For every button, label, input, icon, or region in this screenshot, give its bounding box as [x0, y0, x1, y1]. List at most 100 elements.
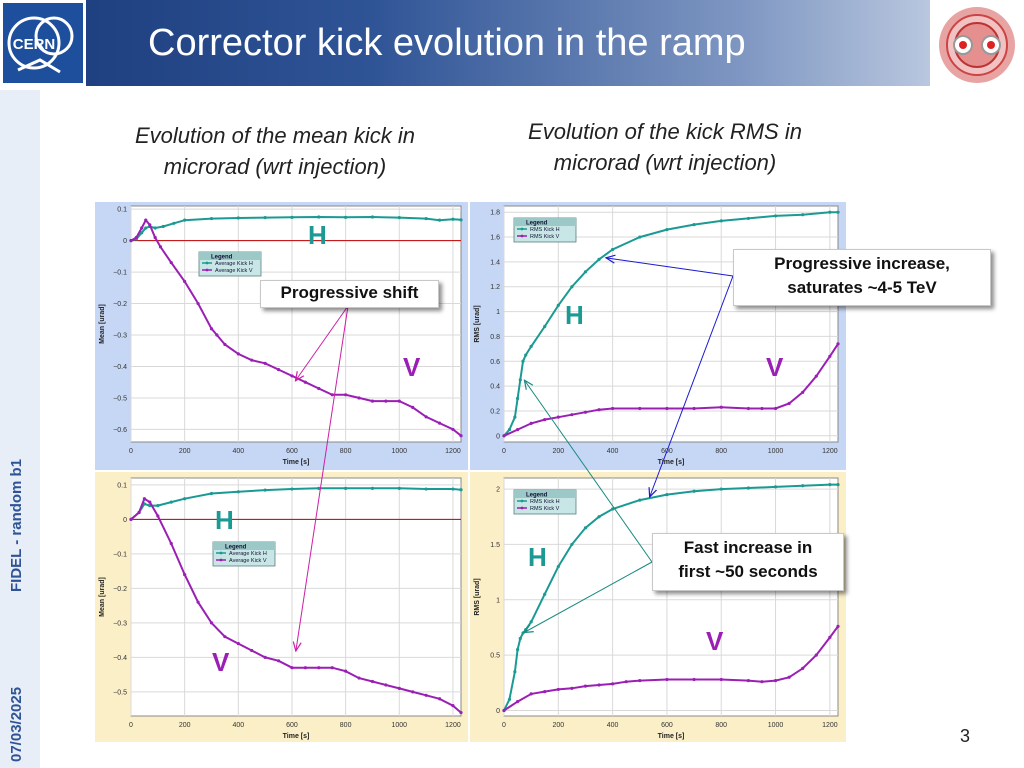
data-point-h — [570, 542, 574, 547]
y-tick-label: −0.1 — [113, 551, 127, 558]
legend-title: Legend — [526, 221, 548, 227]
data-point-v — [515, 700, 520, 704]
data-point-v — [137, 510, 141, 515]
label-h-bottom-left: H — [215, 505, 234, 535]
data-point-h — [583, 270, 588, 274]
data-point-v — [357, 676, 361, 680]
data-point-v — [760, 680, 764, 684]
caption-mean: Evolution of the mean kick in microrad (… — [100, 120, 450, 182]
y-tick-label: 0.5 — [490, 653, 500, 660]
data-point-h — [801, 213, 805, 217]
data-point-v — [459, 434, 463, 438]
data-point-h — [556, 303, 560, 307]
panel-mean-b1: 0 200 400 600 800 1000 1200 0.1 0 −0.1 −0.2 −0.3 −0.… — [95, 202, 468, 470]
x-tick-label: 1200 — [445, 448, 461, 455]
data-point-v — [424, 415, 428, 419]
x-tick-label: 1200 — [822, 448, 838, 455]
callout-progressive-shift: Progressive shift — [260, 280, 439, 308]
data-point-v — [344, 669, 348, 673]
data-point-h — [692, 489, 696, 493]
data-point-h — [773, 485, 778, 489]
data-point-v — [196, 301, 200, 306]
data-point-v — [140, 226, 144, 230]
data-point-v — [502, 708, 506, 713]
caption-rms: Evolution of the kick RMS in microrad (w… — [490, 116, 840, 178]
data-point-h — [236, 216, 240, 220]
data-point-v — [787, 675, 791, 679]
legend-header — [514, 218, 576, 226]
data-point-h — [424, 487, 428, 491]
x-tick-label: 0 — [129, 722, 133, 729]
legend-title: Legend — [211, 255, 233, 261]
data-point-v — [169, 261, 173, 265]
data-point-v — [556, 687, 560, 692]
data-point-v — [236, 352, 240, 356]
y-tick-label: −0.3 — [113, 620, 127, 627]
data-point-h — [638, 498, 642, 502]
x-tick-label: 1000 — [768, 448, 784, 455]
legend-entry-h: Average Kick H — [229, 551, 267, 557]
y-tick-label: 0 — [123, 238, 127, 245]
y-tick-label: −0.2 — [113, 586, 127, 593]
data-point-v — [148, 223, 152, 227]
data-point-v — [801, 666, 805, 670]
x-tick-label: 0 — [502, 448, 506, 455]
data-point-v — [451, 427, 455, 432]
title-bar — [0, 0, 930, 86]
label-h-bottom-right: H — [528, 542, 547, 572]
data-point-v — [424, 693, 428, 697]
x-tick-label: 800 — [340, 722, 352, 729]
panel-rms-b2: 0 200 400 600 800 1000 1200 0 0.5 1 1.5 2 Time [s] RM… — [470, 472, 846, 742]
data-point-h — [583, 526, 588, 530]
data-point-v — [153, 235, 157, 240]
data-point-h — [290, 487, 294, 491]
data-point-v — [411, 405, 415, 409]
data-point-v — [787, 401, 791, 406]
data-point-v — [638, 678, 642, 683]
y-axis-label: Mean [urad] — [99, 577, 106, 617]
series-line-v — [130, 497, 462, 714]
label-v-bottom-right: V — [706, 626, 724, 656]
legend-marker-h — [205, 261, 209, 265]
footer-date: 07/03/2025 — [8, 686, 25, 762]
data-point-v — [611, 682, 615, 686]
data-point-v — [502, 434, 506, 438]
x-tick-label: 800 — [715, 722, 727, 729]
data-point-h — [459, 218, 463, 222]
caption-rms-line-1: Evolution of the kick RMS in — [528, 119, 802, 144]
data-point-v — [437, 421, 442, 425]
x-tick-label: 800 — [715, 448, 727, 455]
y-tick-label: 0.2 — [490, 408, 500, 415]
legend-header — [199, 252, 261, 260]
y-tick-label: 0.8 — [490, 334, 500, 341]
x-tick-label: 1200 — [445, 722, 461, 729]
y-tick-label: −0.4 — [113, 364, 127, 371]
x-tick-label: 1000 — [392, 722, 408, 729]
data-point-v — [290, 666, 294, 670]
x-tick-label: 1000 — [768, 722, 784, 729]
data-point-v — [801, 390, 805, 394]
x-axis-label: Time [s] — [283, 733, 310, 740]
data-point-v — [223, 342, 227, 347]
x-tick-label: 200 — [552, 722, 564, 729]
callout-increase-line-2: saturates ~4-5 TeV — [787, 278, 937, 297]
y-tick-label: 0 — [123, 517, 127, 524]
label-h-top-left: H — [308, 220, 327, 250]
x-tick-label: 200 — [552, 448, 564, 455]
x-tick-label: 400 — [232, 722, 244, 729]
data-point-v — [746, 406, 750, 411]
data-point-h — [836, 210, 840, 214]
data-point-h — [513, 670, 517, 674]
x-tick-label: 200 — [179, 722, 191, 729]
data-point-h — [746, 486, 750, 490]
data-point-h — [570, 285, 574, 289]
data-point-v — [303, 380, 307, 384]
panel-mean-b2: 0 200 400 600 800 1000 1200 0.1 0 −0.1 −0.2 −0.3 −0.… — [95, 472, 468, 742]
data-point-h — [521, 359, 525, 363]
chart-mean-top: 0 200 400 600 800 1000 1200 0.1 0 −0.1 −0.2 −0.3 −0.… — [99, 205, 463, 466]
data-point-v — [451, 704, 455, 708]
data-point-h — [263, 216, 267, 220]
svg-text:CERN: CERN — [13, 36, 56, 53]
data-point-v — [134, 235, 138, 240]
data-point-v — [263, 655, 267, 659]
